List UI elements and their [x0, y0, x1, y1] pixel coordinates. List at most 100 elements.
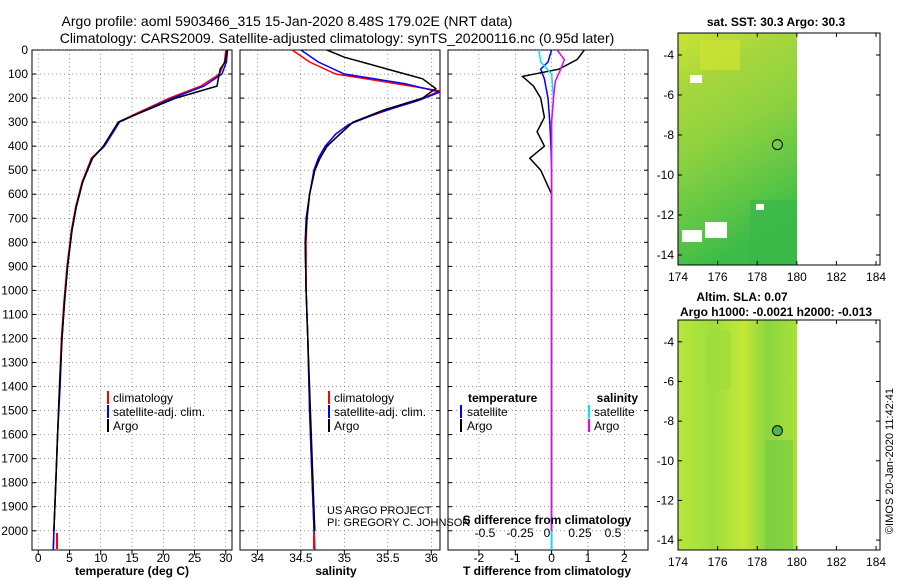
- depth-tick-label: 200: [8, 91, 28, 105]
- sst-map-cool-patch: [750, 200, 797, 265]
- depth-tick-label: 2000: [1, 524, 28, 538]
- map-y-tick-label: -6: [663, 374, 674, 388]
- x-tick-label: 1: [585, 551, 592, 565]
- difference-grid: [448, 49, 648, 550]
- sst-map-cloud-gap: [756, 204, 764, 210]
- legend-label-argo: Argo: [334, 419, 360, 433]
- temperature-x-label: temperature (deg C): [75, 564, 189, 578]
- sla-title-2: Argo h1000: -0.0021 h2000: -0.013: [680, 305, 872, 319]
- legend-title-temperature: temperature: [468, 391, 538, 405]
- difference-series: [520, 50, 585, 550]
- sla-map-low-band: [705, 330, 731, 390]
- series-line-s-argo: [550, 50, 566, 531]
- x-tick-label: 35: [338, 551, 352, 565]
- x-tick-label: 30: [219, 551, 233, 565]
- sla-profile-location-marker: [771, 425, 783, 437]
- s-difference-tick-label: 0.25: [568, 526, 592, 540]
- sst-map-warm-patch: [700, 40, 740, 70]
- sst-map-frame: [677, 32, 881, 266]
- series-line-t-satellite: [539, 50, 553, 550]
- x-tick-label: -2: [474, 551, 485, 565]
- depth-tick-label: 1600: [1, 428, 28, 442]
- sst-map-cloud-gap: [682, 230, 702, 242]
- x-tick-label: 34.5: [289, 551, 313, 565]
- depth-tick-label: 1400: [1, 380, 28, 394]
- sst-map: 174 176 178 180 182 184 -4 -6 -8 -10 -12 -14: [657, 32, 886, 284]
- legend-label-climatology: climatology: [334, 391, 394, 405]
- sst-map-axes: 174 176 178 180 182 184 -4 -6 -8 -10 -12 -14: [657, 33, 886, 284]
- credit-line-1: US ARGO PROJECT: [327, 505, 432, 517]
- x-tick-label: 15: [125, 551, 139, 565]
- map-y-tick-label: -10: [657, 454, 675, 468]
- imos-stamp: ©IMOS 20-Jan-2020 11:42:41: [884, 388, 896, 534]
- title-line-1: Argo profile: aoml 5903466_315 15-Jan-20…: [62, 13, 513, 29]
- depth-tick-label: 1100: [2, 307, 28, 321]
- x-tick-label: 25: [188, 551, 202, 565]
- map-y-tick-label: -12: [657, 208, 675, 222]
- depth-tick-label: 1300: [1, 356, 28, 370]
- s-difference-tick-label: -0.5: [475, 526, 496, 540]
- depth-tick-label: 1900: [1, 500, 28, 514]
- salinity-plot-frame: [239, 49, 441, 551]
- depth-tick-label: 900: [8, 259, 28, 273]
- series-line-argo: [304, 50, 437, 531]
- map-y-tick-label: -4: [663, 48, 674, 62]
- legend-label-t-argo: Argo: [467, 419, 493, 433]
- legend-label-argo: Argo: [113, 419, 139, 433]
- salinity-x-label: salinity: [315, 564, 357, 578]
- map-y-tick-label: -8: [663, 414, 674, 428]
- depth-tick-label: 1500: [1, 404, 28, 418]
- depth-tick-label: 1700: [1, 452, 28, 466]
- depth-axis: 0 100 200 300 400 500 600 700 800 900 1000 1100 1200…: [1, 43, 28, 538]
- difference-x-axis: -2 -1 0 1 2 -0.5 -0.25 0 0.25 0.5: [474, 526, 628, 565]
- depth-tick-label: 800: [8, 235, 28, 249]
- depth-tick-label: 500: [8, 163, 28, 177]
- legend-label-climatology: climatology: [113, 391, 173, 405]
- series-line-climatology: [52, 50, 227, 550]
- depth-tick-label: 400: [8, 139, 28, 153]
- series-line-satellite-adj-clim-: [300, 50, 440, 550]
- x-tick-label: 0: [35, 551, 42, 565]
- map-x-tick-label: 184: [866, 270, 886, 284]
- depth-tick-label: 100: [8, 67, 28, 81]
- legend-title-salinity: salinity: [597, 391, 639, 405]
- sla-map-axes: 174 176 178 180 182 184 -4 -6 -8 -10 -12 -14: [657, 320, 886, 569]
- legend-label-s-satellite: satellite: [594, 405, 635, 419]
- legend-label-t-satellite: satellite: [467, 405, 508, 419]
- sst-map-cloud-gap: [705, 222, 727, 238]
- series-line-climatology: [291, 50, 440, 550]
- x-tick-label: 35.5: [376, 551, 400, 565]
- sla-title-1: Altim. SLA: 0.07: [696, 290, 788, 304]
- series-line-t-argo: [520, 50, 585, 531]
- legend-label-s-argo: Argo: [594, 419, 620, 433]
- map-x-tick-label: 174: [668, 555, 688, 569]
- s-difference-x-label: S difference from climatology: [463, 513, 632, 527]
- difference-legend: temperature satellite Argo salinity sate…: [460, 391, 639, 433]
- map-y-tick-label: -14: [657, 533, 675, 547]
- sla-map: 174 176 178 180 182 184 -4 -6 -8 -10 -12 -14: [657, 319, 886, 569]
- difference-plot-frame: [447, 49, 649, 551]
- x-tick-label: 0: [548, 551, 555, 565]
- t-difference-x-label: T difference from climatology: [463, 564, 631, 578]
- map-x-tick-label: 180: [787, 555, 807, 569]
- salinity-series: [291, 50, 440, 550]
- map-x-tick-label: 176: [708, 555, 728, 569]
- depth-tick-label: 1200: [1, 331, 28, 345]
- depth-tick-label: 300: [8, 115, 28, 129]
- temperature-x-axis: 0 5 10 15 20 25 30: [35, 550, 233, 565]
- sst-map-title: sat. SST: 30.3 Argo: 30.3: [707, 15, 846, 29]
- map-x-tick-label: 182: [826, 555, 846, 569]
- map-x-tick-label: 180: [787, 270, 807, 284]
- map-y-tick-label: -10: [657, 168, 675, 182]
- legend-label-satellite: satellite-adj. clim.: [113, 405, 205, 419]
- map-x-tick-label: 182: [826, 270, 846, 284]
- x-tick-label: 2: [621, 551, 628, 565]
- salinity-x-axis: 34 34.5 35 35.5 36: [251, 550, 439, 565]
- map-x-tick-label: 176: [708, 270, 728, 284]
- temperature-legend: climatology satellite-adj. clim. Argo: [107, 391, 205, 433]
- legend-label-satellite: satellite-adj. clim.: [334, 405, 426, 419]
- x-tick-label: 36: [425, 551, 439, 565]
- sst-profile-location-marker: [771, 139, 783, 151]
- salinity-grid: [240, 49, 440, 550]
- map-y-tick-label: -4: [663, 335, 674, 349]
